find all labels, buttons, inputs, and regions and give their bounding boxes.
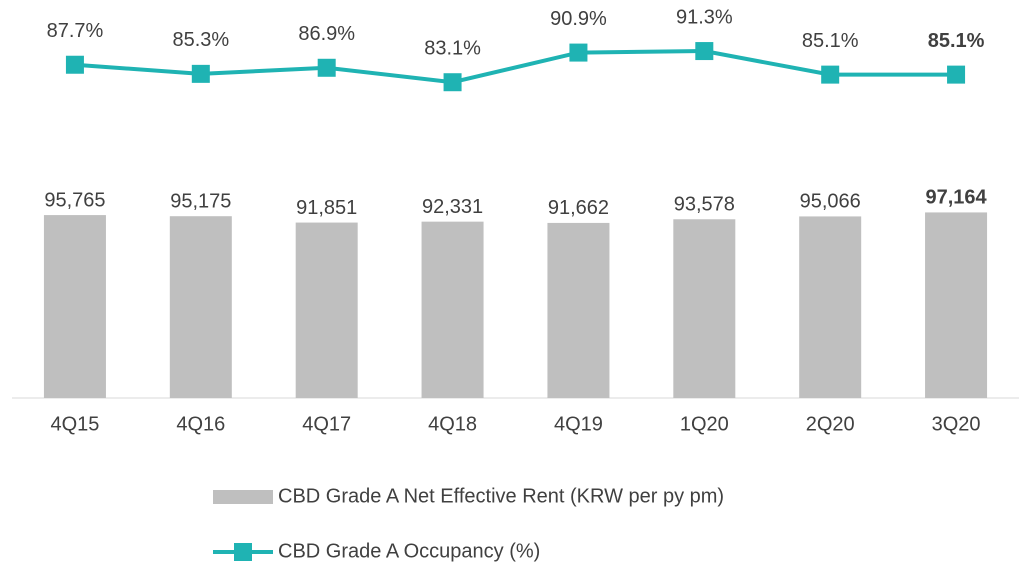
legend-label: CBD Grade A Occupancy (%) bbox=[278, 540, 540, 562]
x-tick-label: 4Q15 bbox=[50, 413, 99, 435]
line-marker bbox=[569, 43, 588, 62]
line-marker bbox=[65, 55, 84, 74]
legend-marker bbox=[234, 543, 252, 561]
bar bbox=[43, 215, 106, 398]
legend-swatch bbox=[213, 490, 273, 504]
line-marker bbox=[443, 73, 462, 92]
bar bbox=[295, 222, 358, 398]
x-tick-label: 1Q20 bbox=[680, 413, 729, 435]
x-tick-label: 4Q17 bbox=[302, 413, 351, 435]
legend-label: CBD Grade A Net Effective Rent (KRW per … bbox=[278, 485, 724, 507]
line-marker bbox=[695, 42, 714, 61]
bar-value-label: 92,331 bbox=[422, 196, 483, 218]
bar bbox=[673, 219, 736, 398]
line-marker bbox=[317, 58, 336, 77]
x-tick-label: 4Q19 bbox=[554, 413, 603, 435]
line-value-label: 83.1% bbox=[424, 38, 481, 60]
bar-value-label: 95,765 bbox=[44, 189, 105, 211]
bar bbox=[169, 216, 232, 398]
bar bbox=[421, 221, 484, 398]
bar-value-label: 95,175 bbox=[170, 190, 231, 212]
x-tick-label: 3Q20 bbox=[932, 413, 981, 435]
line bbox=[74, 49, 957, 85]
line-value-label: 91.3% bbox=[676, 6, 733, 28]
bar bbox=[547, 222, 610, 398]
line-value-label: 85.3% bbox=[172, 29, 229, 51]
bar-value-label: 91,851 bbox=[296, 197, 357, 219]
bar-value-label: 95,066 bbox=[800, 191, 861, 213]
bar bbox=[925, 212, 988, 398]
line-value-label: 85.1% bbox=[928, 30, 985, 52]
line-value-label: 85.1% bbox=[802, 30, 859, 52]
line-value-label: 90.9% bbox=[550, 8, 607, 30]
x-tick-label: 4Q16 bbox=[176, 413, 225, 435]
line-value-label: 86.9% bbox=[298, 23, 355, 45]
line-marker bbox=[947, 65, 966, 84]
x-tick-label: 4Q18 bbox=[428, 413, 477, 435]
bar bbox=[799, 216, 862, 398]
line-marker bbox=[821, 65, 840, 84]
line-marker bbox=[191, 64, 210, 83]
bar-value-label: 91,662 bbox=[548, 197, 609, 219]
x-tick-label: 2Q20 bbox=[806, 413, 855, 435]
bar-value-label: 93,578 bbox=[674, 194, 735, 216]
bar-value-label: 97,164 bbox=[925, 187, 987, 209]
line-value-label: 87.7% bbox=[47, 20, 104, 42]
